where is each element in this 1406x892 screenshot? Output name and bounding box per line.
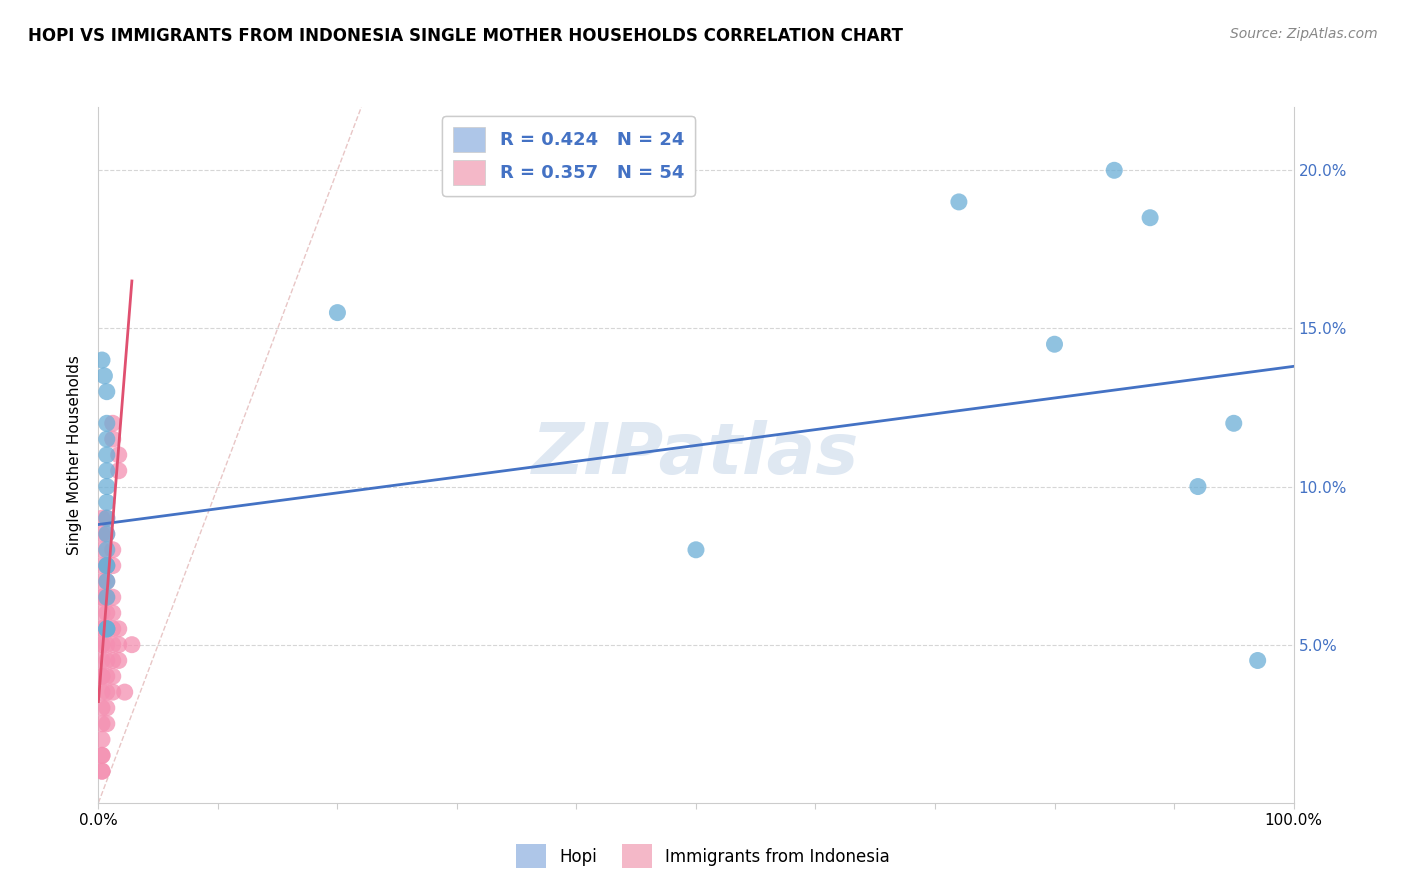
Point — [91, 716, 114, 731]
Point — [101, 432, 124, 446]
Point — [101, 591, 124, 605]
Point — [101, 417, 124, 431]
Point — [101, 542, 124, 557]
Point — [96, 716, 118, 731]
Point — [91, 764, 114, 779]
Point — [91, 732, 114, 747]
Point — [96, 384, 118, 399]
Point — [91, 591, 114, 605]
Point — [96, 669, 118, 683]
Point — [96, 558, 118, 573]
Point — [96, 622, 118, 636]
Y-axis label: Single Mother Households: Single Mother Households — [67, 355, 83, 555]
Point — [96, 527, 118, 541]
Point — [1246, 653, 1268, 667]
Point — [96, 622, 118, 636]
Point — [101, 606, 124, 620]
Legend: R = 0.424   N = 24, R = 0.357   N = 54: R = 0.424 N = 24, R = 0.357 N = 54 — [441, 116, 695, 196]
Point — [948, 194, 970, 209]
Point — [91, 638, 114, 652]
Point — [96, 591, 118, 605]
Point — [96, 558, 118, 573]
Point — [685, 542, 707, 557]
Point — [91, 764, 114, 779]
Point — [121, 638, 143, 652]
Point — [91, 606, 114, 620]
Point — [91, 574, 114, 589]
Point — [1043, 337, 1066, 351]
Text: Source: ZipAtlas.com: Source: ZipAtlas.com — [1230, 27, 1378, 41]
Point — [107, 638, 129, 652]
Point — [96, 464, 118, 478]
Point — [101, 653, 124, 667]
Point — [326, 305, 349, 319]
Point — [91, 653, 114, 667]
Point — [91, 353, 114, 368]
Point — [96, 432, 118, 446]
Point — [91, 748, 114, 763]
Point — [96, 574, 118, 589]
Point — [101, 669, 124, 683]
Point — [91, 558, 114, 573]
Point — [107, 464, 129, 478]
Point — [1222, 417, 1246, 431]
Point — [101, 558, 124, 573]
Point — [96, 685, 118, 699]
Point — [96, 417, 118, 431]
Text: HOPI VS IMMIGRANTS FROM INDONESIA SINGLE MOTHER HOUSEHOLDS CORRELATION CHART: HOPI VS IMMIGRANTS FROM INDONESIA SINGLE… — [28, 27, 903, 45]
Point — [91, 669, 114, 683]
Point — [1187, 479, 1209, 493]
Point — [96, 653, 118, 667]
Point — [96, 495, 118, 509]
Point — [91, 685, 114, 699]
Point — [101, 685, 124, 699]
Point — [107, 622, 129, 636]
Point — [91, 542, 114, 557]
Point — [93, 368, 115, 383]
Point — [101, 622, 124, 636]
Point — [91, 511, 114, 525]
Point — [91, 638, 114, 652]
Text: ZIPatlas: ZIPatlas — [533, 420, 859, 490]
Point — [96, 542, 118, 557]
Point — [96, 527, 118, 541]
Point — [96, 511, 118, 525]
Point — [107, 448, 129, 462]
Point — [101, 638, 124, 652]
Point — [91, 701, 114, 715]
Point — [91, 748, 114, 763]
Point — [96, 558, 118, 573]
Point — [96, 511, 118, 525]
Point — [1102, 163, 1125, 178]
Legend: Hopi, Immigrants from Indonesia: Hopi, Immigrants from Indonesia — [509, 838, 897, 875]
Point — [91, 622, 114, 636]
Point — [114, 685, 136, 699]
Point — [91, 527, 114, 541]
Point — [96, 574, 118, 589]
Point — [96, 479, 118, 493]
Point — [91, 591, 114, 605]
Point — [91, 669, 114, 683]
Point — [107, 653, 129, 667]
Point — [96, 622, 118, 636]
Point — [96, 622, 118, 636]
Point — [96, 606, 118, 620]
Point — [96, 638, 118, 652]
Point — [96, 448, 118, 462]
Point — [96, 701, 118, 715]
Point — [91, 622, 114, 636]
Point — [1139, 211, 1161, 225]
Point — [96, 591, 118, 605]
